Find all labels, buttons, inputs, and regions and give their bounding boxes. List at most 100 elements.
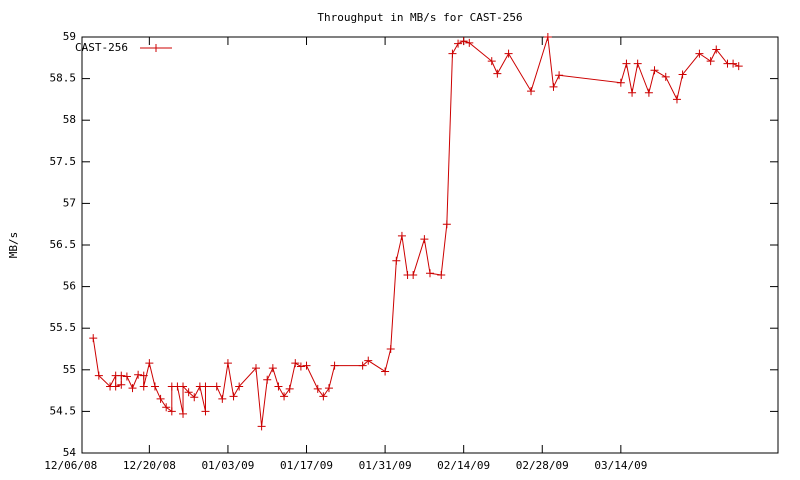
point-marker	[729, 59, 738, 68]
point-marker	[695, 49, 704, 58]
point-marker	[644, 88, 653, 97]
y-tick-label: 55.5	[50, 321, 77, 334]
y-axis-label: MB/s	[7, 232, 20, 259]
point-marker	[257, 422, 266, 431]
point-marker	[493, 69, 502, 78]
y-tick-label: 58.5	[50, 72, 77, 85]
point-marker	[437, 270, 446, 279]
point-marker	[296, 362, 305, 371]
point-marker	[392, 256, 401, 265]
point-marker	[89, 334, 98, 343]
point-marker	[364, 356, 373, 365]
x-tick-label: 01/31/09	[359, 459, 412, 472]
point-marker	[268, 364, 277, 373]
point-marker	[201, 382, 210, 391]
point-marker	[274, 382, 283, 391]
point-marker	[381, 367, 390, 376]
point-marker	[487, 57, 496, 66]
x-tick-label: 03/14/09	[594, 459, 647, 472]
point-marker	[319, 392, 328, 401]
legend-label: CAST-256	[75, 41, 128, 54]
chart-title: Throughput in MB/s for CAST-256	[317, 11, 522, 24]
point-marker	[650, 66, 659, 75]
point-marker	[549, 82, 558, 91]
point-marker	[280, 392, 289, 401]
y-tick-label: 58	[63, 113, 76, 126]
point-marker	[291, 359, 300, 368]
y-tick-label: 57	[63, 196, 76, 209]
point-marker	[252, 364, 260, 373]
point-marker	[235, 382, 244, 391]
point-marker	[555, 71, 564, 80]
point-marker	[218, 394, 227, 403]
point-marker	[734, 62, 743, 71]
point-marker	[330, 361, 339, 370]
point-marker	[442, 220, 451, 229]
legend-marker	[152, 44, 160, 52]
point-marker	[263, 375, 272, 384]
y-tick-label: 56	[63, 280, 76, 293]
x-tick-label: 12/20/08	[123, 459, 176, 472]
point-marker	[616, 78, 625, 87]
point-marker	[386, 345, 395, 353]
y-tick-label: 59	[63, 30, 76, 43]
point-marker	[229, 392, 238, 401]
point-marker	[448, 49, 457, 58]
point-marker	[190, 393, 199, 402]
point-marker	[324, 384, 333, 393]
point-marker	[184, 388, 193, 397]
point-marker	[167, 407, 176, 416]
y-tick-label: 56.5	[50, 238, 77, 251]
point-marker	[117, 371, 126, 380]
point-marker	[409, 270, 418, 279]
x-tick-label: 02/28/09	[516, 459, 569, 472]
y-tick-label: 54.5	[50, 404, 77, 417]
point-marker	[454, 39, 463, 48]
point-marker	[134, 370, 143, 379]
point-marker	[156, 394, 165, 403]
point-marker	[465, 38, 474, 47]
point-marker	[397, 231, 406, 240]
point-marker	[678, 70, 687, 79]
x-tick-label: 02/14/09	[437, 459, 490, 472]
point-marker	[633, 59, 642, 68]
point-marker	[672, 95, 681, 104]
point-marker	[117, 380, 126, 389]
point-marker	[223, 359, 232, 368]
point-marker	[302, 361, 311, 370]
point-marker	[358, 361, 367, 370]
y-tick-label: 54	[63, 446, 77, 459]
x-tick-label: 12/06/08	[44, 459, 97, 472]
x-tick-label: 01/03/09	[201, 459, 254, 472]
point-marker	[201, 407, 210, 416]
point-marker	[212, 382, 221, 391]
point-marker	[122, 372, 131, 381]
point-marker	[313, 384, 322, 393]
x-tick-label: 01/17/09	[280, 459, 333, 472]
point-marker	[459, 37, 468, 46]
point-marker	[139, 371, 148, 380]
point-marker	[94, 371, 103, 380]
point-marker	[145, 359, 154, 368]
point-marker	[420, 235, 429, 244]
point-marker	[706, 57, 715, 66]
y-tick-label: 55	[63, 363, 76, 376]
series-line	[92, 36, 739, 427]
point-marker	[504, 49, 513, 58]
point-marker	[128, 384, 137, 393]
point-marker	[139, 382, 148, 391]
point-marker	[661, 72, 670, 81]
point-marker	[628, 88, 637, 97]
point-marker	[179, 409, 188, 418]
point-marker	[622, 59, 631, 68]
point-marker	[527, 87, 536, 96]
point-marker	[543, 33, 552, 41]
point-marker	[285, 384, 294, 393]
point-marker	[179, 382, 188, 391]
point-marker	[426, 269, 434, 278]
point-marker	[150, 382, 159, 391]
point-marker	[162, 403, 171, 412]
y-tick-label: 57.5	[50, 155, 77, 168]
point-marker	[111, 382, 120, 391]
